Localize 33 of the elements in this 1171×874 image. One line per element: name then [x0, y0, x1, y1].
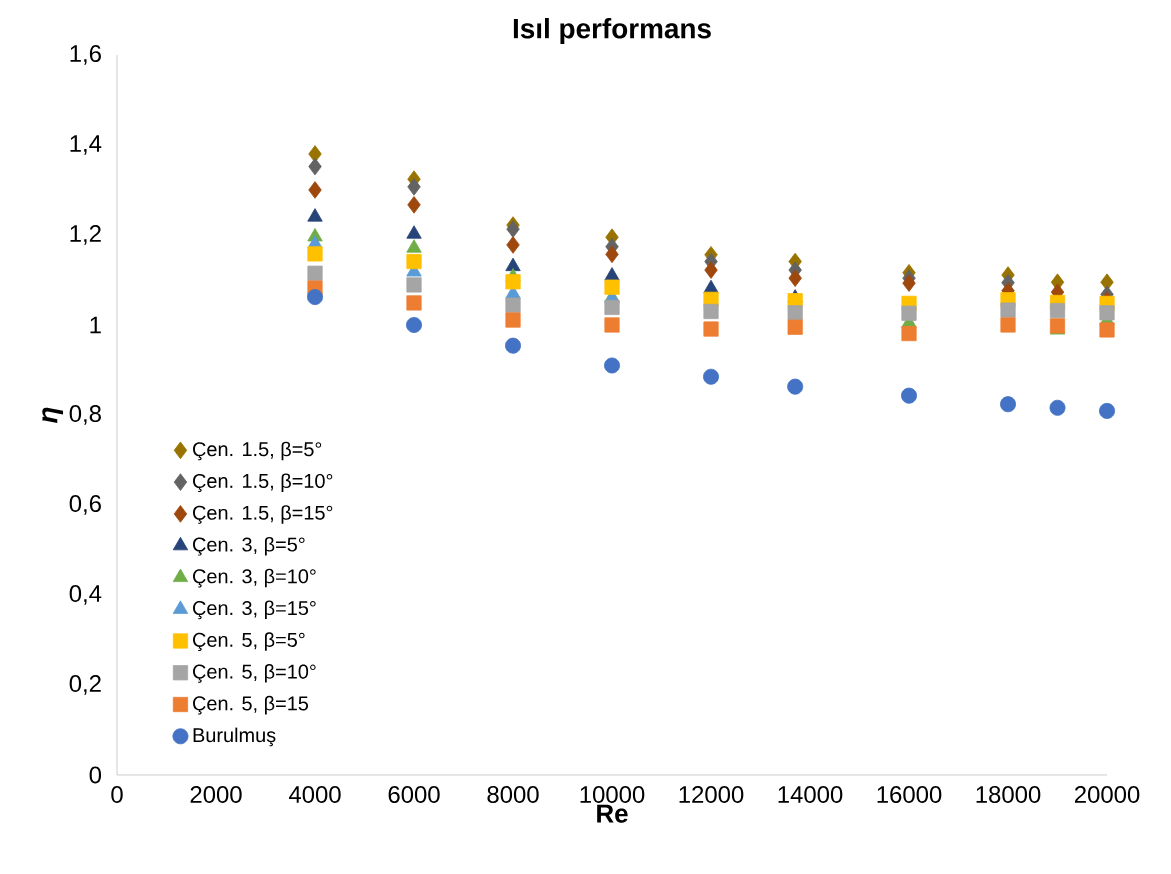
x-tick-label: 4000 [288, 786, 341, 803]
chart-title: Isıl performans [513, 17, 711, 44]
y-tick-label: 1,4 [70, 135, 102, 155]
legend-label: Çen. 3, β=15° [193, 600, 316, 620]
x-tick-label: 16000 [877, 786, 942, 803]
legend-label: Çen. 1.5, β=10° [193, 473, 333, 493]
y-tick-label: 0 [89, 766, 102, 784]
legend-label: Çen. 5, β=10° [193, 664, 316, 683]
legend-label: Çen. 1.5, β=15° [193, 505, 333, 524]
x-tick-label: 20000 [1074, 786, 1140, 803]
y-tick-label: 0,2 [69, 675, 101, 695]
x-tick-label: 8000 [487, 786, 539, 803]
legend-label: Çen. 5, β=5° [193, 632, 305, 651]
y-tick-label: 0,8 [69, 405, 101, 425]
y-tick-label: 1,6 [70, 45, 101, 65]
x-tick-label: 18000 [976, 786, 1041, 803]
legend-label: Çen. 5, β=15 [193, 695, 309, 715]
x-tick-label: 2000 [190, 786, 242, 803]
y-tick-label: 0,6 [69, 495, 101, 515]
y-tick-label: 0,4 [69, 585, 102, 605]
y-tick-label: 1 [90, 316, 101, 334]
legend-label: Çen. 3, β=5° [193, 536, 305, 556]
legend-label: Çen. 3, β=10° [193, 568, 316, 588]
x-tick-label: 0 [111, 786, 123, 803]
y-tick-label: 1,2 [70, 225, 101, 245]
x-axis-title: Re [597, 804, 628, 823]
x-tick-label: 10000 [580, 786, 645, 803]
x-tick-label: 6000 [388, 786, 440, 803]
x-tick-label: 12000 [679, 786, 744, 803]
y-axis-title: η [42, 407, 64, 423]
legend-label: Burulmuş [193, 727, 276, 747]
legend-label: Çen. 1.5, β=5° [193, 441, 322, 461]
x-tick-label: 14000 [778, 786, 843, 803]
